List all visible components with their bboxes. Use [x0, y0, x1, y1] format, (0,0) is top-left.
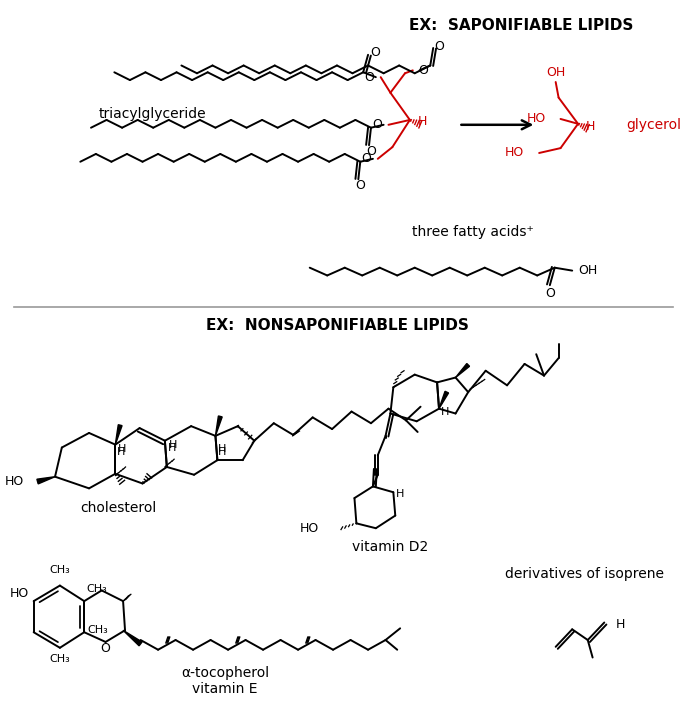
Text: α-tocopherol
vitamin E: α-tocopherol vitamin E: [181, 666, 269, 696]
Polygon shape: [215, 416, 222, 436]
Text: CH₃: CH₃: [49, 565, 70, 575]
Text: H: H: [418, 116, 428, 129]
Text: H: H: [219, 448, 227, 458]
Text: CH₃: CH₃: [86, 584, 107, 594]
Text: cholesterol: cholesterol: [80, 501, 156, 515]
Text: HO: HO: [10, 587, 28, 600]
Text: O: O: [545, 288, 555, 301]
Polygon shape: [123, 630, 142, 646]
Text: H: H: [118, 445, 126, 455]
Text: EX:  SAPONIFIABLE LIPIDS: EX: SAPONIFIABLE LIPIDS: [409, 18, 634, 33]
Text: H: H: [616, 618, 625, 631]
Text: vitamin D2: vitamin D2: [353, 539, 428, 554]
Polygon shape: [115, 424, 122, 445]
Text: CH₃: CH₃: [49, 654, 70, 664]
Polygon shape: [37, 476, 55, 484]
Text: derivatives of isoprene: derivatives of isoprene: [505, 567, 664, 581]
Text: H: H: [117, 448, 126, 458]
Text: O: O: [418, 64, 428, 77]
Text: O: O: [370, 46, 380, 59]
Text: HO: HO: [5, 475, 24, 488]
Text: OH: OH: [578, 264, 598, 277]
Text: triacylglyceride: triacylglyceride: [99, 107, 206, 121]
Text: H: H: [586, 120, 595, 133]
Text: three fatty acids⁺: three fatty acids⁺: [412, 225, 534, 239]
Text: O: O: [366, 145, 376, 158]
Text: H: H: [441, 406, 449, 416]
Text: glycerol: glycerol: [627, 118, 682, 132]
Text: O: O: [101, 642, 110, 655]
Text: HO: HO: [301, 522, 319, 535]
Text: H: H: [168, 442, 176, 453]
Text: H: H: [169, 440, 177, 450]
Text: H: H: [219, 445, 227, 455]
Text: HO: HO: [527, 113, 546, 126]
Text: O: O: [355, 179, 365, 192]
Polygon shape: [455, 364, 470, 377]
Text: O: O: [434, 40, 444, 53]
Text: HO: HO: [505, 147, 523, 160]
Text: EX:  NONSAPONIFIABLE LIPIDS: EX: NONSAPONIFIABLE LIPIDS: [205, 317, 468, 333]
Text: CH₃: CH₃: [87, 625, 108, 636]
Text: H: H: [396, 489, 405, 499]
Text: O: O: [372, 119, 382, 132]
Text: OH: OH: [546, 66, 566, 79]
Text: O: O: [364, 71, 374, 84]
Text: O: O: [361, 153, 371, 166]
Polygon shape: [439, 391, 448, 408]
